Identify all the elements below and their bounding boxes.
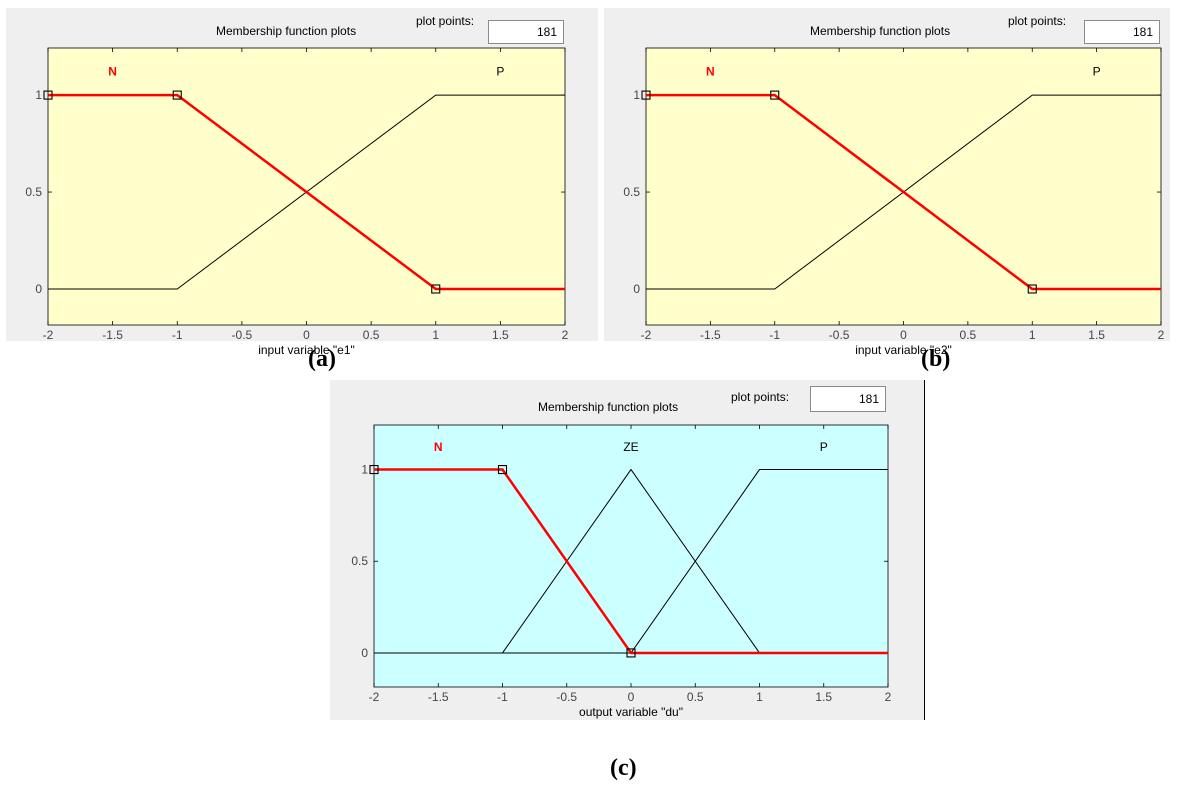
x-tick-label-b: -2 xyxy=(641,328,652,342)
plot-area-b xyxy=(645,47,1162,326)
y-tick-label-b: 0 xyxy=(633,282,640,296)
x-tick-label-c: -0.5 xyxy=(556,690,577,704)
plot-area-c xyxy=(373,424,889,688)
x-tick-label-b: 1.5 xyxy=(1088,328,1105,342)
x-tick-label-a: 0 xyxy=(303,328,310,342)
x-tick-label-c: 2 xyxy=(885,690,892,704)
chart-b: -2 -1.5 -1 -0.5 0 0.5 1 1.5 2 0 0.5 1 input variable… xyxy=(623,47,1165,357)
mf-label-n-c[interactable]: N xyxy=(434,440,443,454)
x-tick-label-b: -1 xyxy=(769,328,780,342)
x-tick-label-b: 0 xyxy=(900,328,907,342)
mf-handle-n-a[interactable] xyxy=(172,90,182,100)
x-tick-label-b: 2 xyxy=(1158,328,1165,342)
x-tick-label-c: 1 xyxy=(756,690,763,704)
y-tick-label-c: 0 xyxy=(361,646,368,660)
x-tick-label-c: -1 xyxy=(497,690,508,704)
mf-label-n-a[interactable]: N xyxy=(108,65,117,79)
x-tick-label-a: 2 xyxy=(562,328,569,342)
x-tick-label-b: -0.5 xyxy=(829,328,850,342)
mf-handle-n-b[interactable] xyxy=(770,90,780,100)
mf-handle-n-c[interactable] xyxy=(497,464,508,475)
y-tick-label-a: 0 xyxy=(35,282,42,296)
panel-a-title: Membership function plots xyxy=(216,24,357,38)
y-tick-label-a: 0.5 xyxy=(25,185,42,199)
x-tick-label-b: 0.5 xyxy=(960,328,977,342)
plot-area-a xyxy=(47,47,566,326)
panel-b-plot-points-input[interactable] xyxy=(1084,20,1160,44)
chart-c: -2 -1.5 -1 -0.5 0 0.5 1 1.5 2 0 0.5 1 output variabl… xyxy=(351,424,892,719)
mf-label-n-b[interactable]: N xyxy=(706,65,715,79)
x-tick-label-c: -2 xyxy=(369,690,380,704)
x-tick-label-b: 1 xyxy=(1029,328,1036,342)
x-axis-label-c: output variable "du" xyxy=(579,705,683,719)
caption-b: (b) xyxy=(921,346,951,372)
x-tick-label-c: 0.5 xyxy=(687,690,704,704)
panel-b-title: Membership function plots xyxy=(810,24,951,38)
panel-c-right-border xyxy=(924,380,925,720)
mf-label-p-c[interactable]: P xyxy=(820,440,828,454)
mf-label-p-b[interactable]: P xyxy=(1093,65,1101,79)
panel-a-plot-points-label: plot points: xyxy=(416,14,475,28)
x-tick-label-a: -1.5 xyxy=(102,328,123,342)
x-tick-label-a: -1 xyxy=(172,328,183,342)
panel-b-plot-points-label: plot points: xyxy=(1008,14,1067,28)
x-tick-label-a: -0.5 xyxy=(232,328,253,342)
x-tick-label-c: 0 xyxy=(628,690,635,704)
mf-line-n-c[interactable] xyxy=(374,468,888,655)
y-tick-label-b: 1 xyxy=(633,88,640,102)
chart-a: -2 -1.5 -1 -0.5 0 0.5 1 1.5 2 0 0.5 1 input variable… xyxy=(25,47,569,357)
y-tick-label-b: 0.5 xyxy=(623,185,640,199)
panel-c: Membership function plots plot points: -… xyxy=(330,380,924,720)
caption-a: (a) xyxy=(308,346,336,372)
x-tick-label-a: -2 xyxy=(43,328,54,342)
mf-handle-n-b[interactable] xyxy=(641,90,651,100)
mf-handle-n-a[interactable] xyxy=(431,284,441,294)
mf-handle-n-b[interactable] xyxy=(1027,284,1037,294)
caption-c: (c) xyxy=(610,755,637,781)
x-tick-label-a: 1.5 xyxy=(492,328,509,342)
x-axis-label-b: input variable "e2" xyxy=(855,343,952,357)
panel-c-title: Membership function plots xyxy=(538,400,679,414)
x-axis-label-a: input variable "e1" xyxy=(258,343,355,357)
x-tick-label-a: 1 xyxy=(432,328,439,342)
y-tick-label-c: 0.5 xyxy=(351,554,368,568)
x-tick-label-a: 0.5 xyxy=(363,328,380,342)
panel-a-plot-points-input[interactable] xyxy=(488,20,564,44)
x-tick-label-c: -1.5 xyxy=(428,690,449,704)
x-tick-label-c: 1.5 xyxy=(815,690,832,704)
panel-b: Membership function plots plot points: -… xyxy=(604,8,1170,357)
mf-line-n-a[interactable] xyxy=(48,93,565,291)
panel-c-plot-points-input[interactable] xyxy=(810,386,886,412)
mf-handle-n-a[interactable] xyxy=(43,90,53,100)
mf-label-ze-c[interactable]: ZE xyxy=(623,440,638,454)
panel-a: Membership function plots plot points: -… xyxy=(6,8,598,357)
mf-label-p-a[interactable]: P xyxy=(496,65,504,79)
panel-c-plot-points-label: plot points: xyxy=(731,390,790,404)
mf-handle-n-c[interactable] xyxy=(626,648,636,658)
x-tick-label-b: -1.5 xyxy=(700,328,721,342)
y-tick-label-a: 1 xyxy=(35,88,42,102)
y-tick-label-c: 1 xyxy=(361,463,368,477)
mf-line-p-c[interactable] xyxy=(374,469,888,654)
mf-handle-n-c[interactable] xyxy=(369,464,379,475)
mf-line-n-b[interactable] xyxy=(646,93,1161,291)
